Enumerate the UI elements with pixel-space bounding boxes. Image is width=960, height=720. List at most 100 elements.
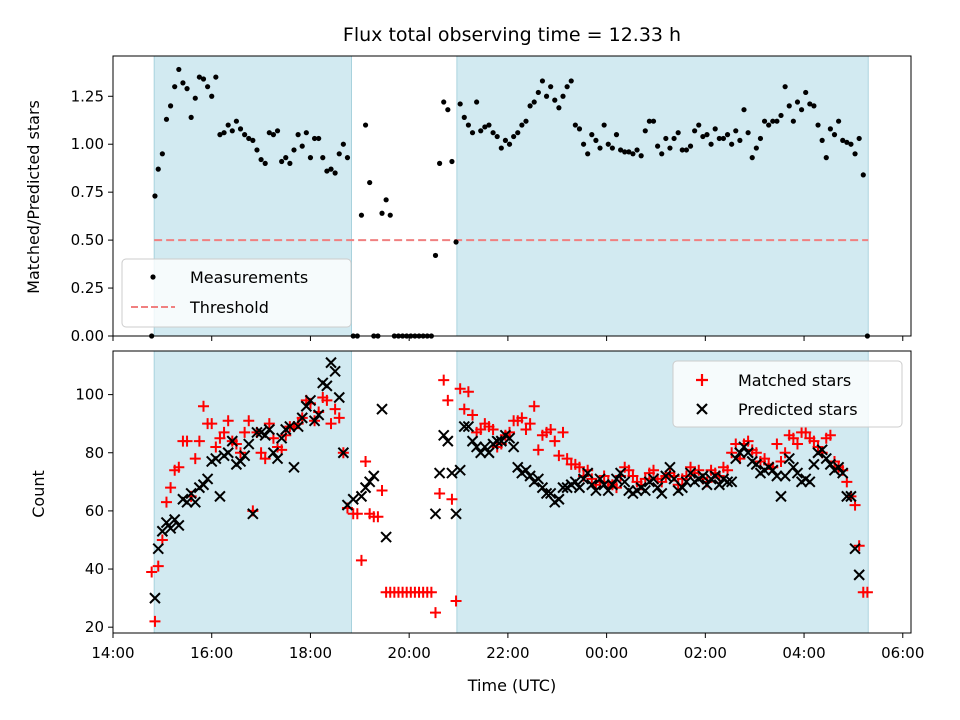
measurement-point [511,133,517,140]
predicted-stars-point [347,493,359,505]
predicted-stars-point [532,473,545,485]
matched-stars-point [861,586,873,598]
measurement-point [659,151,665,157]
predicted-stars-point [845,490,857,503]
measurement-point [172,84,178,90]
measurement-point [362,122,369,128]
predicted-stars-point [462,420,475,433]
predicted-stars-point [750,458,763,471]
count-y-tick-label: 40 [85,560,104,578]
measurement-point [445,107,451,113]
measurement-point [152,193,158,199]
matched-stars-point [360,455,372,467]
measurement-point [225,122,231,128]
predicted-stars-point [271,452,284,465]
predicted-stars-point [832,461,845,473]
predicted-stars-point [433,467,446,479]
predicted-stars-point [329,365,341,378]
measurement-point [687,143,694,149]
measurement-point [437,160,443,166]
predicted-stars-point [226,435,238,447]
predicted-stars-point [824,458,837,471]
predicted-stars-point [247,508,259,520]
predicted-stars-point [581,467,594,479]
measurement-point [696,122,702,128]
x-tick-label: 20:00 [388,644,431,662]
predicted-stars-point [553,493,565,505]
measurement-point [626,149,632,155]
predicted-stars-point [185,487,197,500]
measurement-point [490,130,496,136]
predicted-stars-point [479,441,491,453]
matched-stars-point [623,464,635,476]
predicted-stars-point [602,484,614,497]
measurement-point [605,141,611,147]
matched-stars-point [239,426,251,438]
matched-stars-point [442,394,454,406]
predicted-stars-point [577,473,590,485]
predicted-stars-point [368,470,380,482]
matched-stars-point [160,496,172,508]
measurement-point [205,84,211,90]
predicted-stars-point [507,441,520,453]
predicted-stars-point [709,470,721,482]
predicted-stars-point [380,531,392,543]
count-y-tick-label: 100 [75,386,104,404]
matched-stars-point [726,447,738,459]
predicted-stars-point [173,519,185,532]
measurement-point [465,122,471,128]
legend-matched-marker [696,374,708,386]
measurement-point [254,147,260,153]
measurement-point [741,107,747,113]
matched-stars-point [557,426,569,438]
matched-stars-point [779,447,791,459]
measurement-point [617,147,624,153]
predicted-stars-point [618,476,631,488]
predicted-stars-point [569,476,582,488]
measurement-point [299,143,305,149]
predicted-stars-point [676,481,689,494]
measurement-point [287,160,293,166]
predicted-stars-point [450,508,462,520]
predicted-stars-point [540,487,553,500]
measurement-point [246,135,252,142]
matched-stars-point [321,394,333,406]
measurement-point [303,130,309,136]
predicted-stars-point [292,420,304,433]
predicted-stars-point [259,429,271,442]
ratio-panel: 0.00 0.25 0.50 0.75 1.00 1.25 [71,55,912,345]
measurement-point [634,147,640,153]
measurement-point [613,132,620,138]
predicted-stars-point [656,487,668,500]
measurement-point [823,155,829,161]
predicted-stars-point [446,467,458,479]
measurement-point [704,132,710,138]
matched-stars-point [775,455,787,467]
predicted-stars-point [251,426,263,439]
matched-stars-point [218,426,230,438]
measurement-point [556,105,562,111]
predicted-stars-point [164,522,177,535]
predicted-stars-point [222,447,234,459]
measurement-point [601,122,607,128]
measurement-point [283,155,289,161]
matched-stars-point [656,476,668,488]
measurement-point [180,80,186,86]
measurement-point [527,103,533,109]
matched-stars-point [325,418,337,430]
measurement-point [515,130,521,136]
matched-stars-point [206,418,218,430]
measurement-point [188,114,194,120]
predicted-stars-point [701,479,713,491]
measurement-point [700,133,706,140]
matched-stars-point [561,453,573,465]
matched-stars-point [467,409,479,421]
matched-stars-point [487,423,499,435]
measurement-point [213,74,219,80]
ratio-y-tick-label: 1.25 [71,87,104,105]
predicted-stars-point [238,449,251,462]
predicted-stars-point [586,479,598,491]
measurement-point [712,126,718,132]
predicted-stars-point [771,470,783,482]
predicted-stars-point [841,490,853,503]
